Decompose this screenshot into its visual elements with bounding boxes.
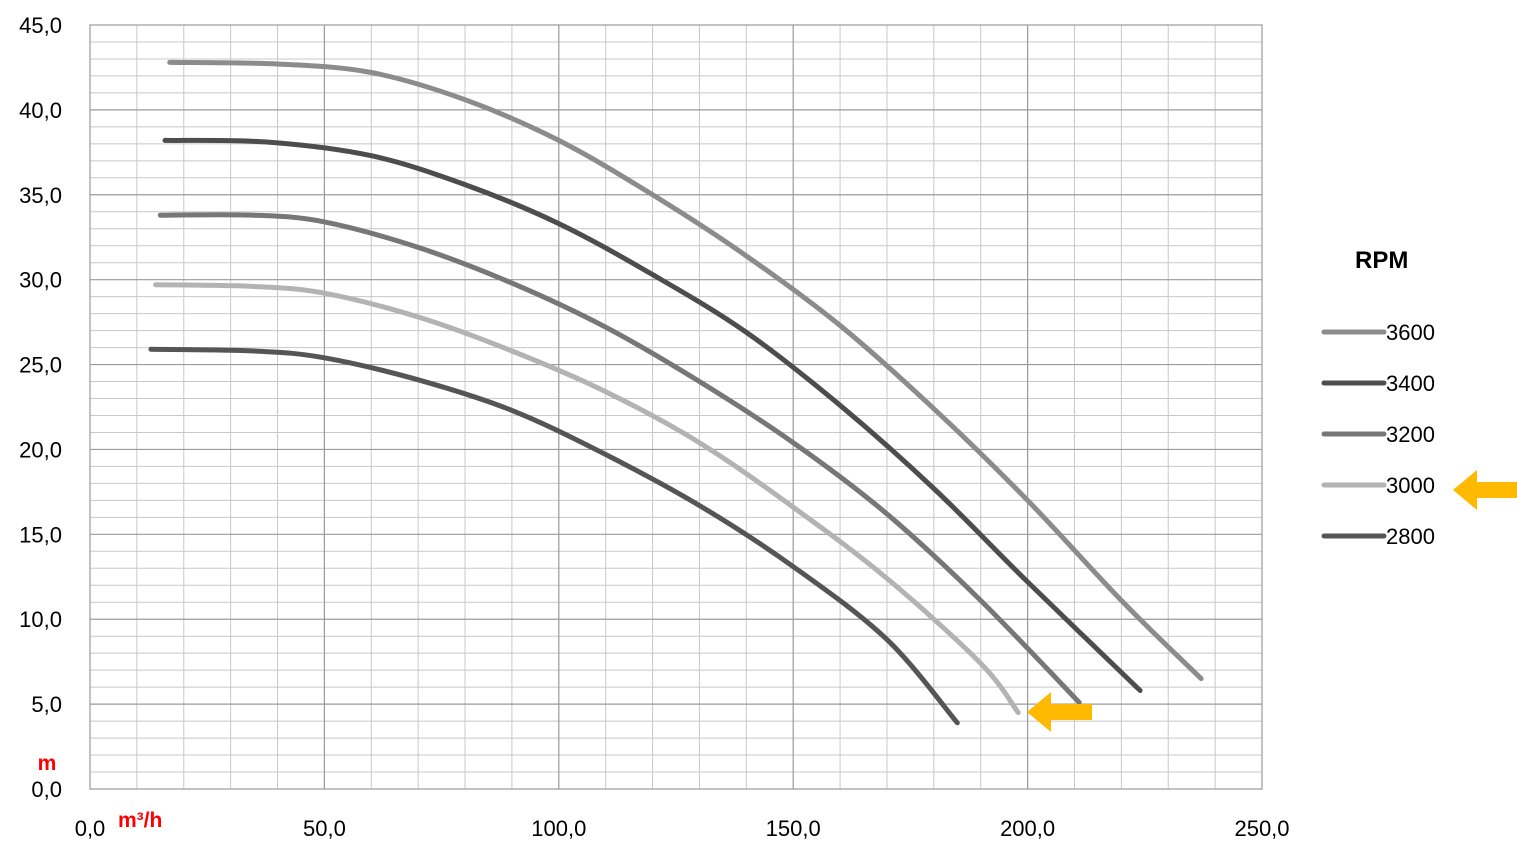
curve-end-arrow-icon [1027, 692, 1092, 732]
series-line-3600-rpm [167, 59, 1204, 682]
legend-title: RPM [1355, 247, 1408, 274]
x-axis-unit-label: m³/h [118, 809, 162, 832]
x-tick-label: 250,0 [1234, 816, 1289, 841]
legend: RPM 3600 3400 3200 3000 2800 [1321, 247, 1435, 549]
y-tick-label: 0,0 [31, 777, 62, 802]
y-tick-label: 30,0 [19, 268, 62, 293]
legend-label-3000: 3000 [1386, 473, 1435, 498]
series-line-3200-rpm [157, 212, 1082, 705]
series-line-3000-rpm [153, 282, 1021, 716]
x-tick-label: 150,0 [766, 816, 821, 841]
y-tick-label: 20,0 [19, 437, 62, 462]
x-tick-label: 200,0 [1000, 816, 1055, 841]
y-axis-unit-label: m [38, 752, 57, 775]
x-axis-tick-labels: 0,0 50,0 100,0 150,0 200,0 250,0 [75, 816, 1290, 841]
legend-label-2800: 2800 [1386, 524, 1435, 549]
y-tick-label: 10,0 [19, 607, 62, 632]
series-lines [148, 59, 1204, 726]
series-line-2800-rpm [148, 346, 960, 726]
y-tick-label: 45,0 [19, 13, 62, 38]
y-tick-label: 25,0 [19, 353, 62, 378]
x-tick-label: 0,0 [75, 816, 106, 841]
y-tick-label: 35,0 [19, 183, 62, 208]
x-tick-label: 50,0 [303, 816, 346, 841]
plot-area-frame [89, 24, 1263, 790]
legend-label-3400: 3400 [1386, 371, 1435, 396]
x-tick-label: 100,0 [531, 816, 586, 841]
major-gridlines [90, 25, 1262, 789]
y-tick-label: 5,0 [31, 692, 62, 717]
y-tick-label: 40,0 [19, 98, 62, 123]
legend-label-3600: 3600 [1386, 320, 1435, 345]
y-axis-tick-labels: 0,0 5,0 10,0 15,0 20,0 25,0 30,0 35,0 40,0 45,0 [19, 13, 62, 802]
series-line-3400-rpm [162, 137, 1143, 693]
y-tick-label: 15,0 [19, 522, 62, 547]
legend-highlight-arrow-icon [1453, 470, 1517, 510]
legend-label-3200: 3200 [1386, 422, 1435, 447]
